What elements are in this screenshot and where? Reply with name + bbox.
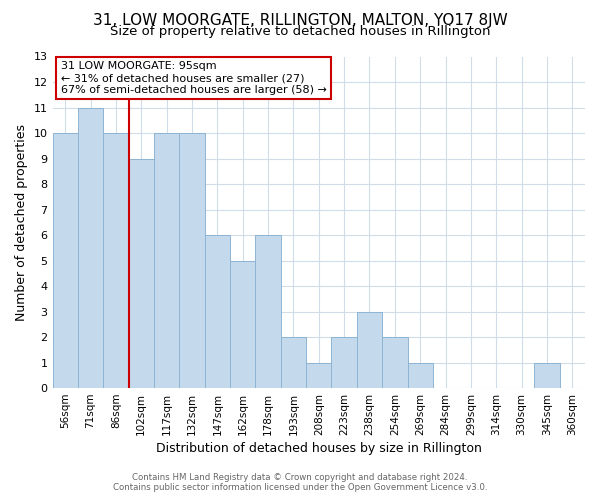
Text: 31, LOW MOORGATE, RILLINGTON, MALTON, YO17 8JW: 31, LOW MOORGATE, RILLINGTON, MALTON, YO… <box>92 12 508 28</box>
Bar <box>205 235 230 388</box>
Bar <box>534 362 560 388</box>
Text: Contains HM Land Registry data © Crown copyright and database right 2024.
Contai: Contains HM Land Registry data © Crown c… <box>113 473 487 492</box>
Bar <box>230 260 256 388</box>
Bar <box>78 108 103 388</box>
Bar <box>382 337 407 388</box>
Bar <box>407 362 433 388</box>
Text: Size of property relative to detached houses in Rillington: Size of property relative to detached ho… <box>110 25 490 38</box>
Y-axis label: Number of detached properties: Number of detached properties <box>15 124 28 321</box>
Text: 31 LOW MOORGATE: 95sqm
← 31% of detached houses are smaller (27)
67% of semi-det: 31 LOW MOORGATE: 95sqm ← 31% of detached… <box>61 62 326 94</box>
Bar <box>331 337 357 388</box>
Bar <box>53 133 78 388</box>
Bar <box>179 133 205 388</box>
Bar <box>154 133 179 388</box>
Bar <box>128 158 154 388</box>
Bar <box>256 235 281 388</box>
X-axis label: Distribution of detached houses by size in Rillington: Distribution of detached houses by size … <box>156 442 482 455</box>
Bar <box>281 337 306 388</box>
Bar <box>306 362 331 388</box>
Bar <box>357 312 382 388</box>
Bar <box>103 133 128 388</box>
